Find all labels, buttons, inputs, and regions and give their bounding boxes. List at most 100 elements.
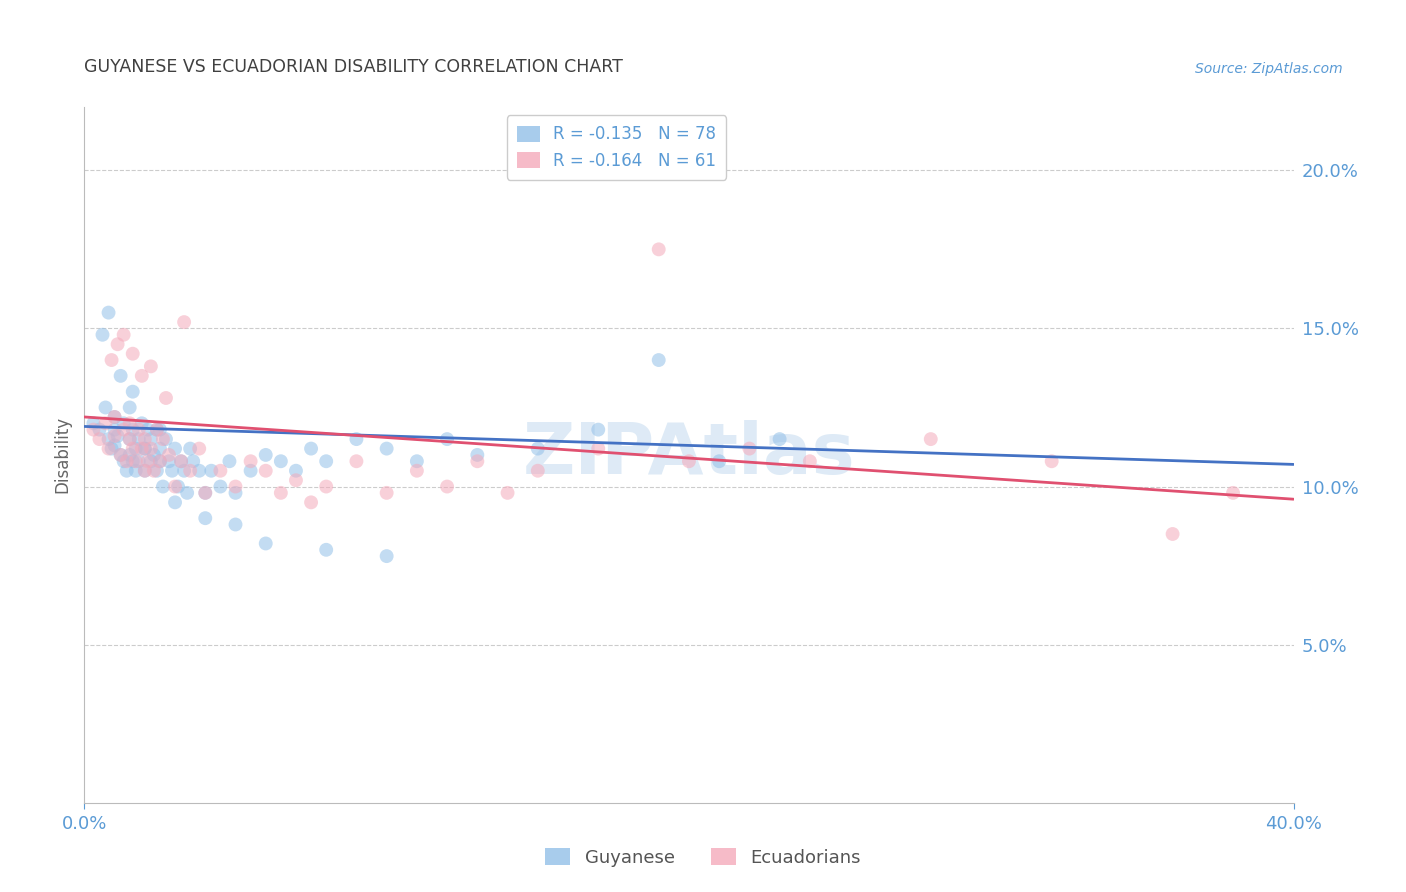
Point [588, 442, 610, 456]
Point [173, 464, 195, 478]
Point [139, 432, 162, 446]
Point [194, 486, 217, 500]
Point [179, 442, 201, 456]
Point [588, 423, 610, 437]
Point [225, 486, 247, 500]
Point [104, 409, 127, 424]
Point [139, 454, 162, 468]
Point [436, 479, 458, 493]
Point [738, 442, 761, 456]
Point [94, 401, 117, 415]
Point [315, 479, 337, 493]
Point [209, 464, 232, 478]
Point [112, 423, 135, 437]
Point [285, 473, 308, 487]
Point [82, 423, 104, 437]
Point [136, 454, 159, 468]
Point [107, 429, 129, 443]
Point [125, 442, 148, 456]
Point [100, 353, 122, 368]
Point [346, 454, 368, 468]
Point [134, 442, 156, 456]
Point [200, 464, 222, 478]
Point [165, 479, 187, 493]
Point [254, 464, 277, 478]
Point [270, 486, 292, 500]
Point [112, 417, 135, 431]
Point [709, 454, 731, 468]
Point [104, 438, 127, 452]
Point [496, 486, 519, 500]
Point [527, 442, 550, 456]
Y-axis label: Disability: Disability [53, 417, 72, 493]
Point [194, 511, 217, 525]
Point [375, 486, 398, 500]
Point [112, 454, 135, 468]
Point [299, 442, 322, 456]
Point [165, 495, 187, 509]
Point [115, 464, 138, 478]
Point [1161, 527, 1184, 541]
Legend: R = -0.135   N = 78, R = -0.164   N = 61: R = -0.135 N = 78, R = -0.164 N = 61 [506, 115, 727, 179]
Text: Source: ZipAtlas.com: Source: ZipAtlas.com [1195, 62, 1343, 76]
Point [82, 417, 104, 431]
Point [155, 432, 177, 446]
Point [179, 464, 201, 478]
Point [128, 432, 150, 446]
Text: GUYANESE VS ECUADORIAN DISABILITY CORRELATION CHART: GUYANESE VS ECUADORIAN DISABILITY CORREL… [84, 58, 623, 76]
Point [218, 454, 240, 468]
Text: ZIPAtlas: ZIPAtlas [523, 420, 855, 490]
Point [167, 479, 190, 493]
Point [149, 454, 172, 468]
Point [648, 353, 671, 368]
Point [121, 423, 143, 437]
Point [1040, 454, 1063, 468]
Point [160, 464, 183, 478]
Point [436, 432, 458, 446]
Point [131, 442, 153, 456]
Point [375, 549, 398, 563]
Point [225, 517, 247, 532]
Point [107, 337, 129, 351]
Point [315, 454, 337, 468]
Point [170, 454, 193, 468]
Point [181, 454, 204, 468]
Point [118, 401, 141, 415]
Point [176, 486, 198, 500]
Point [239, 464, 262, 478]
Point [118, 432, 141, 446]
Point [315, 542, 337, 557]
Point [110, 368, 132, 383]
Point [91, 327, 114, 342]
Point [648, 243, 671, 257]
Point [346, 432, 368, 446]
Point [97, 442, 120, 456]
Point [920, 432, 942, 446]
Point [131, 417, 153, 431]
Point [100, 442, 122, 456]
Point [157, 448, 180, 462]
Point [104, 429, 127, 443]
Point [146, 423, 169, 437]
Point [142, 448, 165, 462]
Point [134, 464, 156, 478]
Point [121, 384, 143, 399]
Point [118, 448, 141, 462]
Point [128, 454, 150, 468]
Point [146, 423, 169, 437]
Point [104, 423, 127, 437]
Point [146, 464, 169, 478]
Point [155, 391, 177, 405]
Point [188, 464, 211, 478]
Legend: Guyanese, Ecuadorians: Guyanese, Ecuadorians [537, 841, 869, 874]
Point [134, 464, 156, 478]
Point [149, 454, 172, 468]
Point [149, 423, 172, 437]
Point [152, 479, 174, 493]
Point [131, 368, 153, 383]
Point [134, 442, 156, 456]
Point [136, 423, 159, 437]
Point [110, 448, 132, 462]
Point [170, 454, 193, 468]
Point [406, 454, 429, 468]
